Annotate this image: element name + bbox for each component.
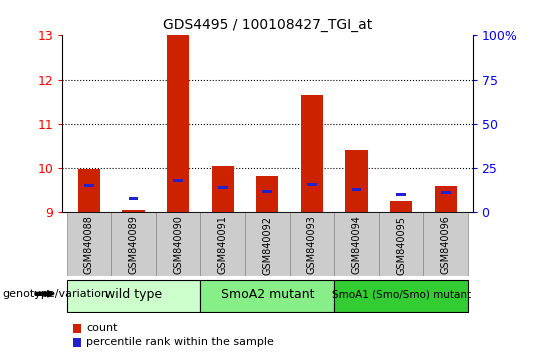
Bar (200, 280, 334, 312)
Bar (396, 193, 406, 196)
Bar (66, 280, 200, 312)
Text: GSM840096: GSM840096 (441, 216, 451, 274)
Bar (173, 179, 183, 182)
Bar (167, 35, 189, 212)
Bar (346, 150, 368, 212)
Bar (289, 212, 334, 276)
Text: SmoA2 mutant: SmoA2 mutant (220, 289, 314, 301)
Bar (256, 176, 279, 212)
Title: GDS4495 / 100108427_TGI_at: GDS4495 / 100108427_TGI_at (163, 18, 372, 32)
Text: GSM840094: GSM840094 (352, 216, 361, 274)
Text: percentile rank within the sample: percentile rank within the sample (86, 337, 274, 347)
Text: GSM840092: GSM840092 (262, 216, 272, 275)
Bar (78, 170, 100, 212)
Bar (352, 188, 361, 191)
Bar (129, 197, 138, 200)
Bar (156, 212, 200, 276)
Text: GSM840090: GSM840090 (173, 216, 183, 274)
Bar (218, 186, 227, 189)
Bar (200, 212, 245, 276)
Text: GSM840089: GSM840089 (129, 216, 138, 274)
Bar (334, 212, 379, 276)
Bar (301, 95, 323, 212)
Text: SmoA1 (Smo/Smo) mutant: SmoA1 (Smo/Smo) mutant (332, 290, 471, 300)
Text: count: count (86, 323, 118, 333)
Bar (111, 212, 156, 276)
Text: genotype/variation: genotype/variation (3, 289, 109, 299)
Bar (84, 184, 94, 187)
Text: GSM840093: GSM840093 (307, 216, 317, 274)
Bar (379, 212, 423, 276)
Bar (435, 186, 457, 212)
Text: GSM840088: GSM840088 (84, 216, 94, 274)
Bar (123, 210, 145, 212)
Text: GSM840095: GSM840095 (396, 216, 406, 275)
Bar (334, 280, 468, 312)
Bar (390, 201, 412, 212)
Text: GSM840091: GSM840091 (218, 216, 228, 274)
Bar (66, 212, 111, 276)
Bar (212, 166, 234, 212)
Text: wild type: wild type (105, 289, 162, 301)
Bar (441, 192, 451, 194)
Bar (307, 183, 317, 185)
Bar (245, 212, 289, 276)
Bar (262, 190, 272, 193)
Bar (423, 212, 468, 276)
